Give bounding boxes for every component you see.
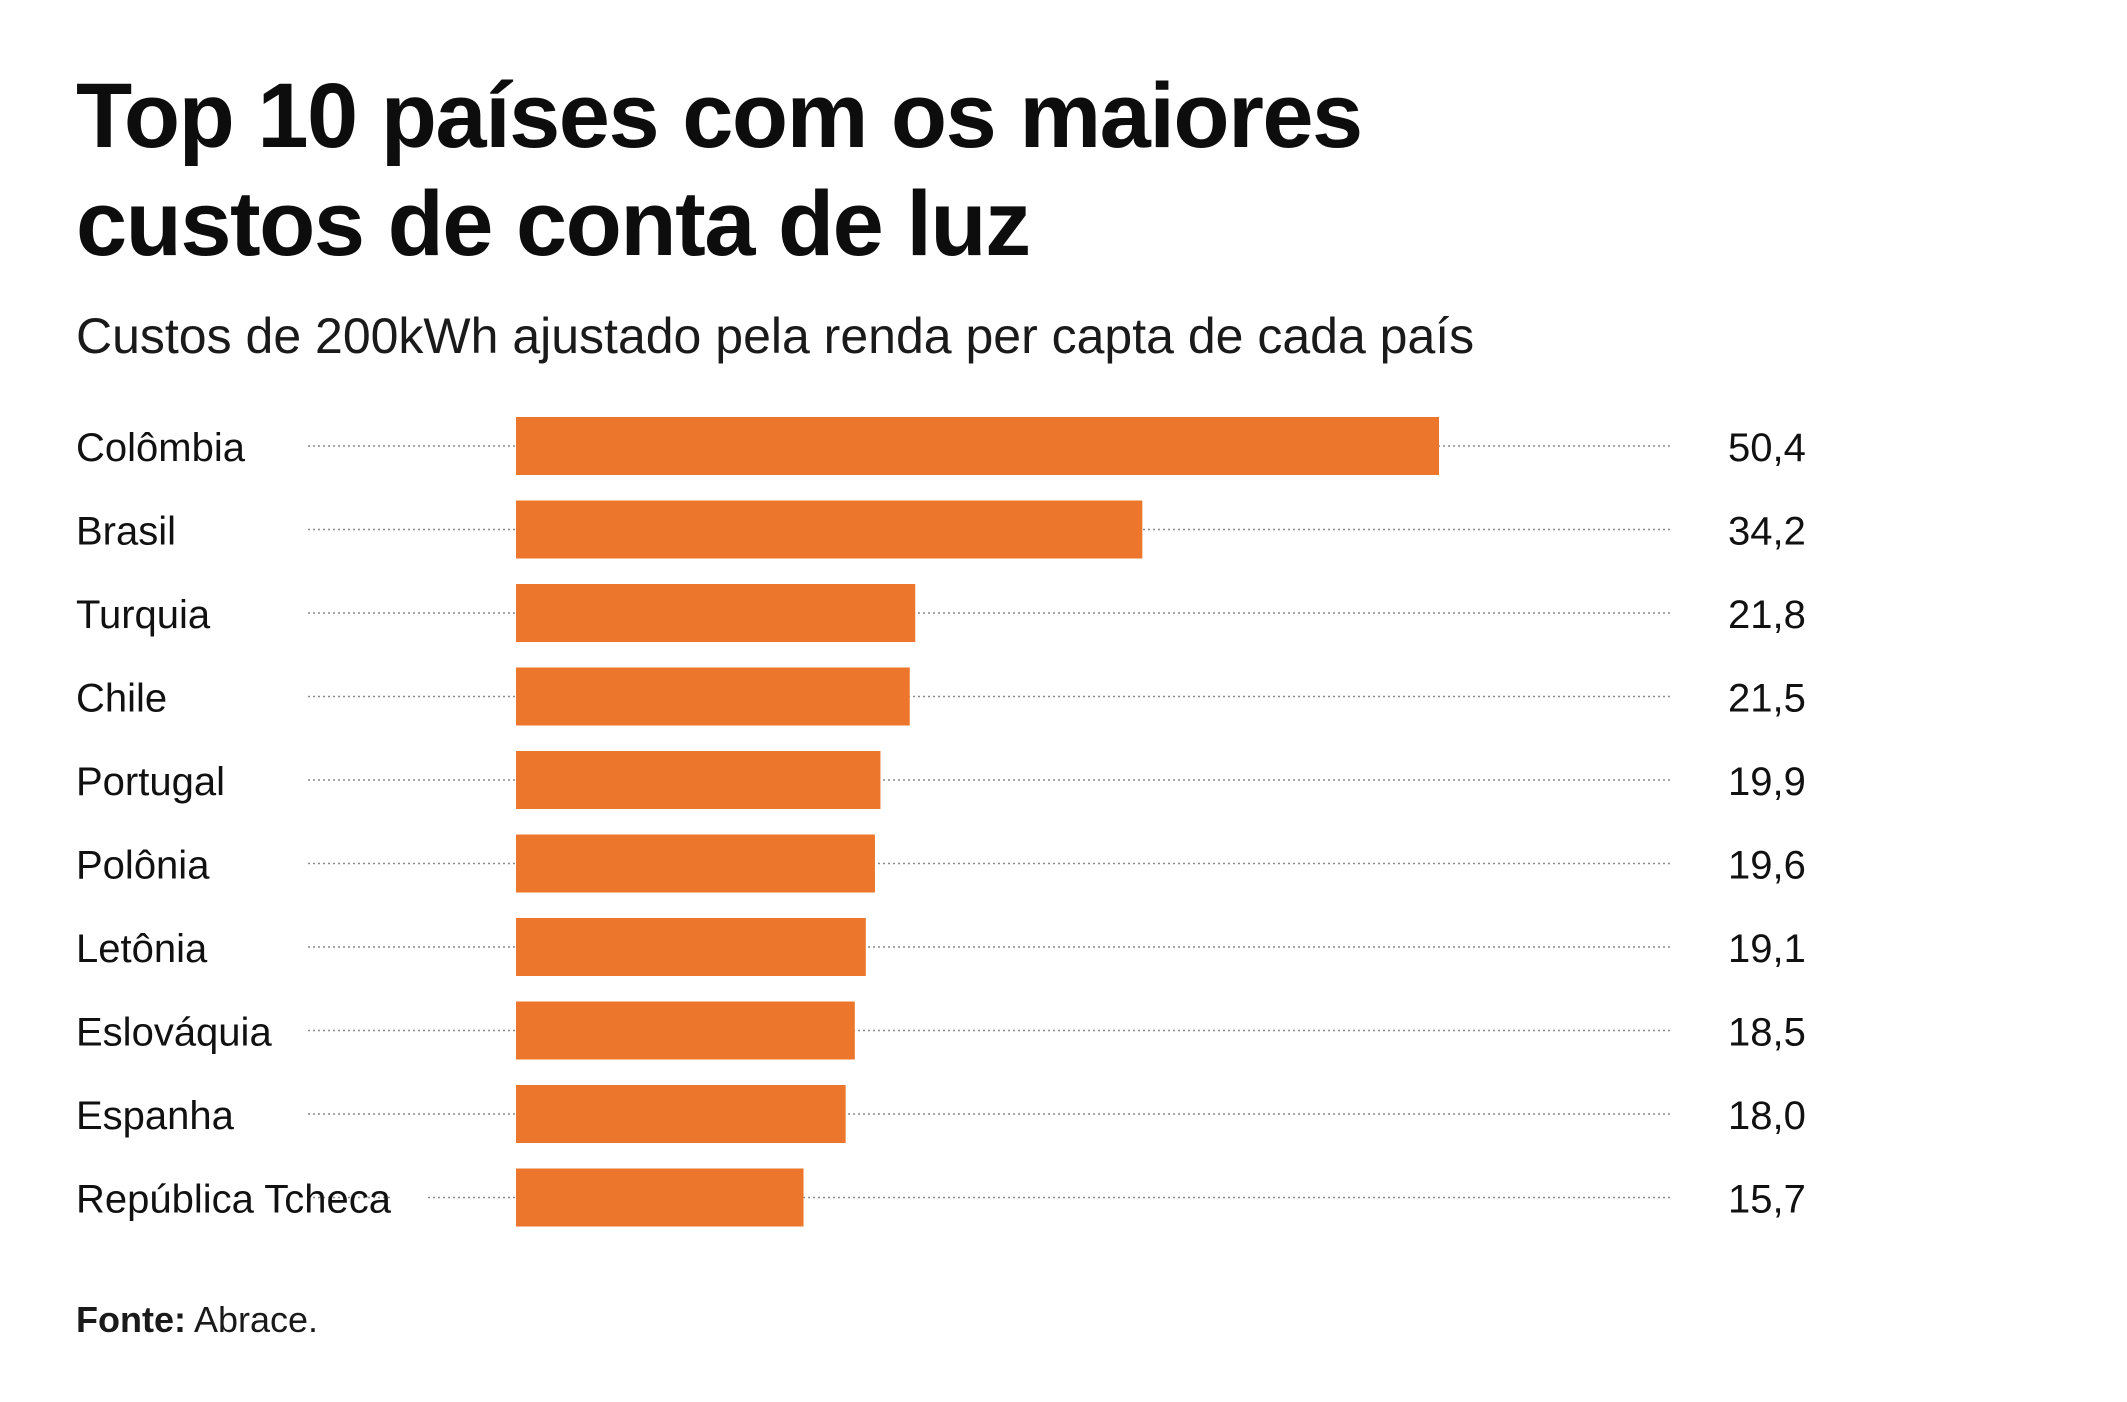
chart-title: Top 10 países com os maiores custos de c… — [76, 62, 1576, 278]
chart-title-line-1: Top 10 países com os maiores — [76, 65, 1363, 167]
source-label: Fonte: — [76, 1299, 186, 1340]
category-label-eslovaquia: Eslováquia — [76, 1011, 272, 1055]
category-label-portugal: Portugal — [76, 760, 225, 804]
value-label-turquia: 21,8 — [1728, 593, 1806, 637]
category-label-espanha: Espanha — [76, 1094, 235, 1138]
value-label-chile: 21,5 — [1728, 677, 1806, 721]
bar-brasil — [516, 500, 1143, 559]
source-value: Abrace. — [185, 1299, 319, 1340]
bar-republica-tcheca — [516, 1168, 804, 1227]
value-label-polonia: 19,6 — [1728, 844, 1806, 888]
bar-turquia — [516, 584, 916, 642]
value-label-portugal: 19,9 — [1728, 760, 1806, 804]
bar-letonia — [516, 918, 866, 976]
value-label-espanha: 18,0 — [1728, 1094, 1806, 1138]
bar-polonia — [516, 834, 875, 893]
value-label-letonia: 19,1 — [1728, 927, 1806, 971]
bar-espanha — [516, 1085, 846, 1143]
category-label-chile: Chile — [76, 677, 167, 721]
category-label-letonia: Letônia — [76, 927, 208, 971]
chart-title-line-2: custos de conta de luz — [76, 173, 1031, 275]
bar-portugal — [516, 751, 881, 809]
value-label-republica-tcheca: 15,7 — [1728, 1178, 1806, 1222]
chart-subtitle: Custos de 200kWh ajustado pela renda per… — [76, 308, 1475, 364]
category-label-polonia: Polônia — [76, 844, 210, 888]
bar-colombia — [516, 417, 1439, 475]
category-label-turquia: Turquia — [76, 593, 211, 637]
value-label-eslovaquia: 18,5 — [1728, 1011, 1806, 1055]
value-label-colombia: 50,4 — [1728, 426, 1806, 470]
source-note: Fonte: Abrace. — [76, 1298, 318, 1342]
category-label-brasil: Brasil — [76, 510, 176, 554]
category-label-republica-tcheca: República Tcheca — [76, 1178, 392, 1222]
bar-eslovaquia — [516, 1001, 855, 1060]
leader-mask-republica-tcheca — [391, 1193, 426, 1202]
bar-chile — [516, 667, 910, 726]
category-label-colombia: Colômbia — [76, 426, 246, 470]
value-label-brasil: 34,2 — [1728, 510, 1806, 554]
